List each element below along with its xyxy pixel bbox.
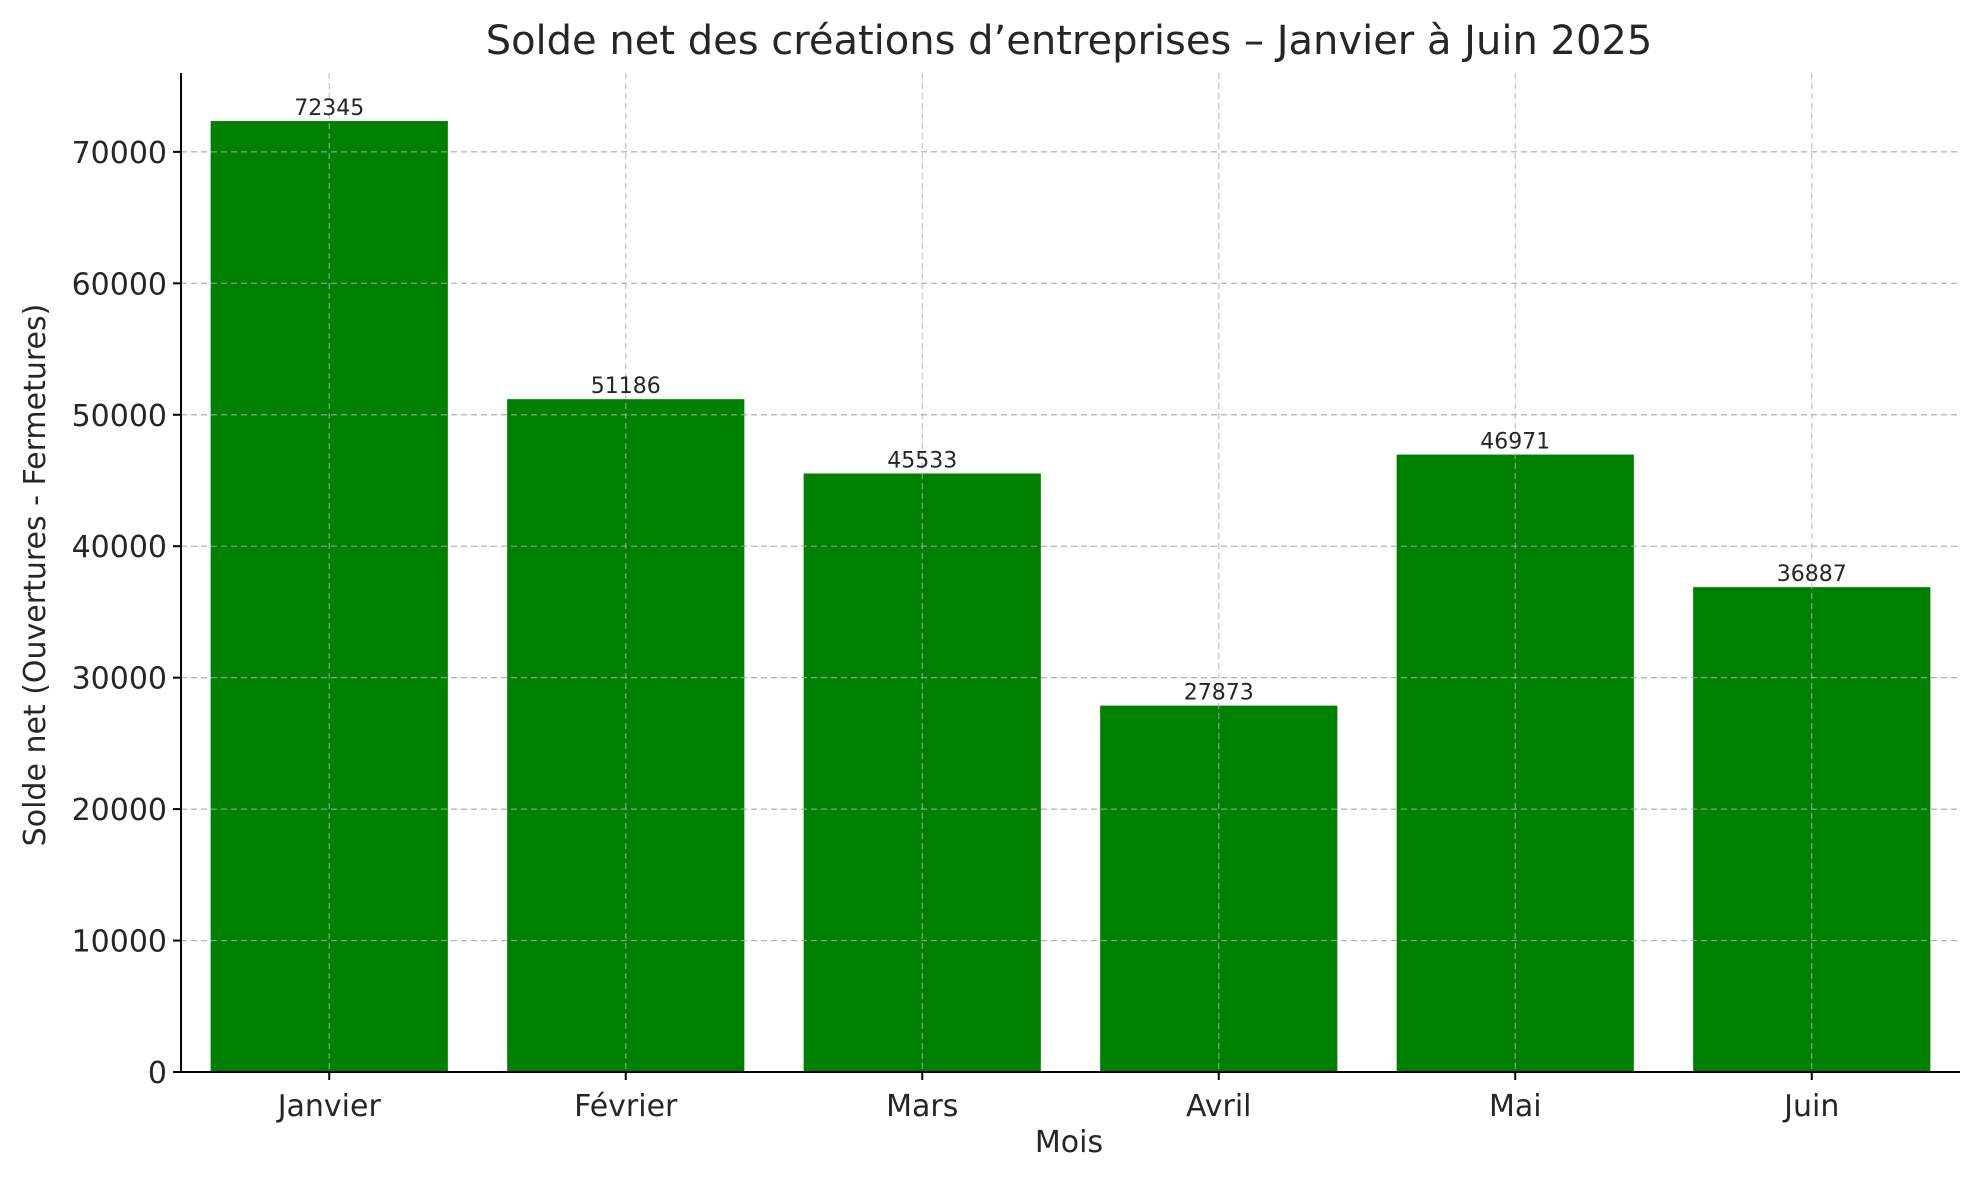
bar-value-label: 36887: [1777, 562, 1847, 587]
bar-value-label: 51186: [591, 374, 661, 399]
y-tick-label: 10000: [72, 925, 167, 960]
bar-value-label: 45533: [887, 448, 957, 473]
y-axis-label: Solde net (Ouvertures - Fermetures): [18, 304, 53, 847]
x-tick-label: Février: [574, 1089, 678, 1124]
bar-value-label: 72345: [294, 96, 364, 121]
value-labels: 72345 51186 45533 27873 46971 36887: [294, 96, 1847, 706]
y-tick-label: 50000: [72, 399, 167, 434]
axes: [180, 73, 1960, 1073]
y-tick-label: 60000: [72, 267, 167, 302]
x-tick-label: Mai: [1489, 1089, 1542, 1124]
y-tick-label: 40000: [72, 530, 167, 565]
chart-title: Solde net des créations d’entreprises – …: [486, 18, 1653, 64]
x-tick-label: Janvier: [276, 1089, 382, 1124]
x-tick-label: Juin: [1782, 1089, 1839, 1124]
bar-juin: [1693, 587, 1931, 1072]
bar-value-label: 46971: [1480, 430, 1550, 455]
x-axis-label: Mois: [1035, 1125, 1103, 1160]
x-tick-label: Mars: [886, 1089, 958, 1124]
x-tick-label: Avril: [1186, 1089, 1252, 1124]
bar-value-label: 27873: [1184, 681, 1254, 706]
y-tick-label: 70000: [72, 136, 167, 171]
bars: [210, 121, 1931, 1073]
y-tick-label: 0: [148, 1056, 167, 1091]
y-tick-label: 30000: [72, 662, 167, 697]
grid-overlay: [181, 73, 1960, 1072]
ticks: 0 10000 20000 30000 40000 50000 60000 70000 Janv…: [72, 136, 1840, 1124]
y-tick-label: 20000: [72, 793, 167, 828]
